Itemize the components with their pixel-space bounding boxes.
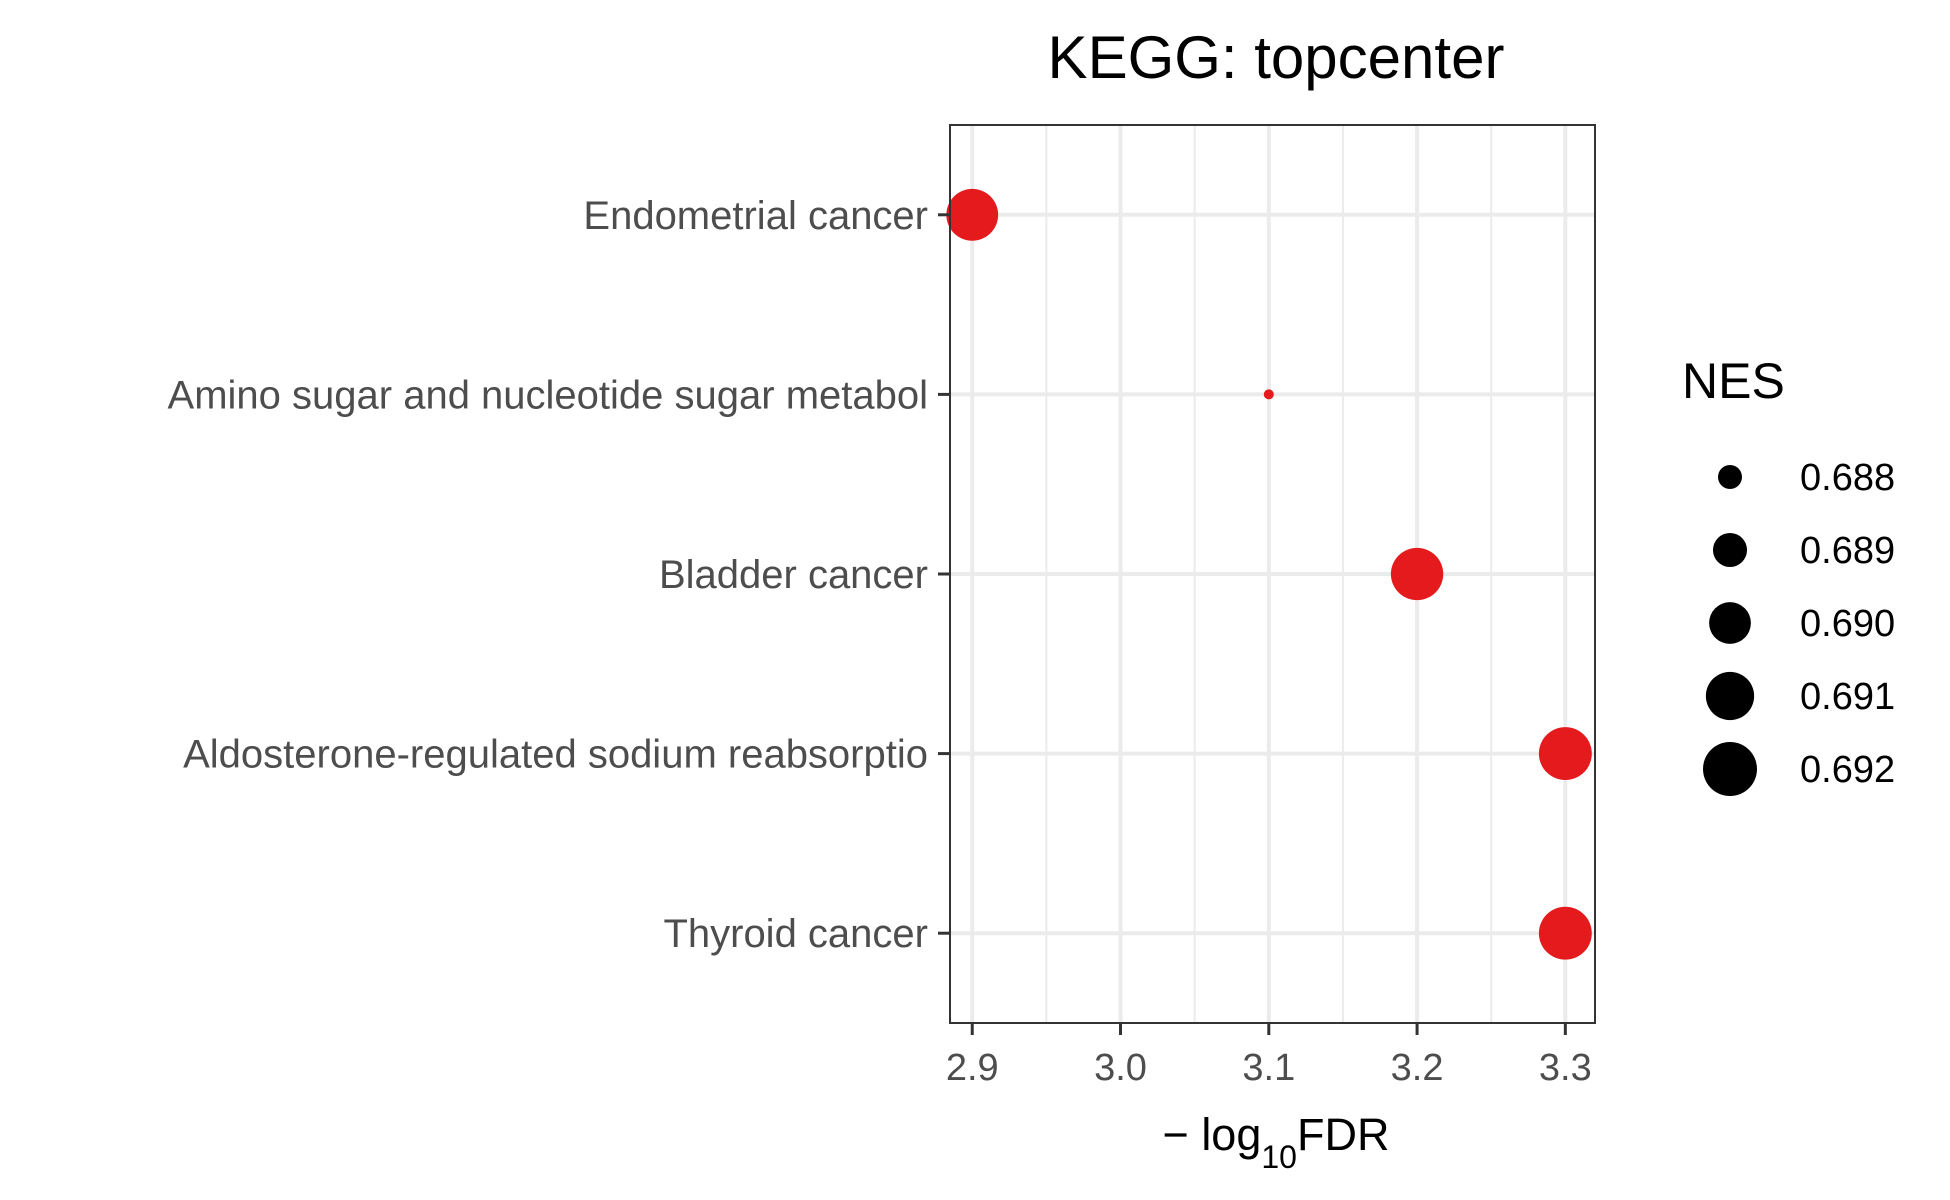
legend-key-circle (1718, 465, 1742, 489)
x-tick-label: 2.9 (946, 1047, 999, 1089)
chart-title: KEGG: topcenter (1048, 24, 1505, 91)
legend-key-circle (1703, 742, 1757, 796)
legend-items: 0.688 0.689 0.690 0.691 0.692 (1703, 457, 1895, 796)
data-point (1538, 906, 1592, 960)
x-tick-label: 3.2 (1391, 1047, 1444, 1089)
x-tick-label: 3.1 (1242, 1047, 1295, 1089)
data-point (1538, 727, 1592, 781)
x-tick-label: 3.0 (1094, 1047, 1147, 1089)
data-points (946, 188, 1592, 960)
x-axis-title: − log10FDR (1163, 1109, 1390, 1175)
legend-key-label: 0.690 (1800, 603, 1895, 645)
size-legend: NES 0.688 0.689 0.690 0.691 0.692 (1682, 353, 1895, 796)
x-axis-title-suffix: FDR (1297, 1109, 1389, 1160)
y-tick-label: Bladder cancer (659, 553, 928, 597)
data-point (946, 188, 999, 241)
legend-key-label: 0.692 (1800, 749, 1895, 791)
y-tick-label: Endometrial cancer (583, 194, 928, 238)
x-tick-label: 3.3 (1539, 1047, 1592, 1089)
data-point (1390, 547, 1444, 601)
y-tick-label: Amino sugar and nucleotide sugar metabol (168, 373, 928, 417)
y-axis: Endometrial cancer Amino sugar and nucleo… (168, 194, 950, 956)
legend-key-label: 0.691 (1800, 676, 1895, 718)
y-tick-label: Aldosterone-regulated sodium reabsorptio (183, 733, 928, 777)
legend-key-circle (1705, 671, 1755, 721)
x-axis-title-prefix: − log (1163, 1109, 1262, 1160)
x-axis: 2.9 3.0 3.1 3.2 3.3 (946, 1023, 1592, 1089)
legend-key-label: 0.688 (1800, 457, 1895, 499)
data-point (1263, 389, 1274, 400)
legend-title: NES (1682, 353, 1785, 409)
legend-key-label: 0.689 (1800, 530, 1895, 572)
legend-key-circle (1709, 602, 1751, 644)
x-axis-title-subscript: 10 (1261, 1139, 1297, 1175)
y-tick-label: Thyroid cancer (663, 912, 928, 956)
legend-key-circle (1712, 532, 1748, 568)
